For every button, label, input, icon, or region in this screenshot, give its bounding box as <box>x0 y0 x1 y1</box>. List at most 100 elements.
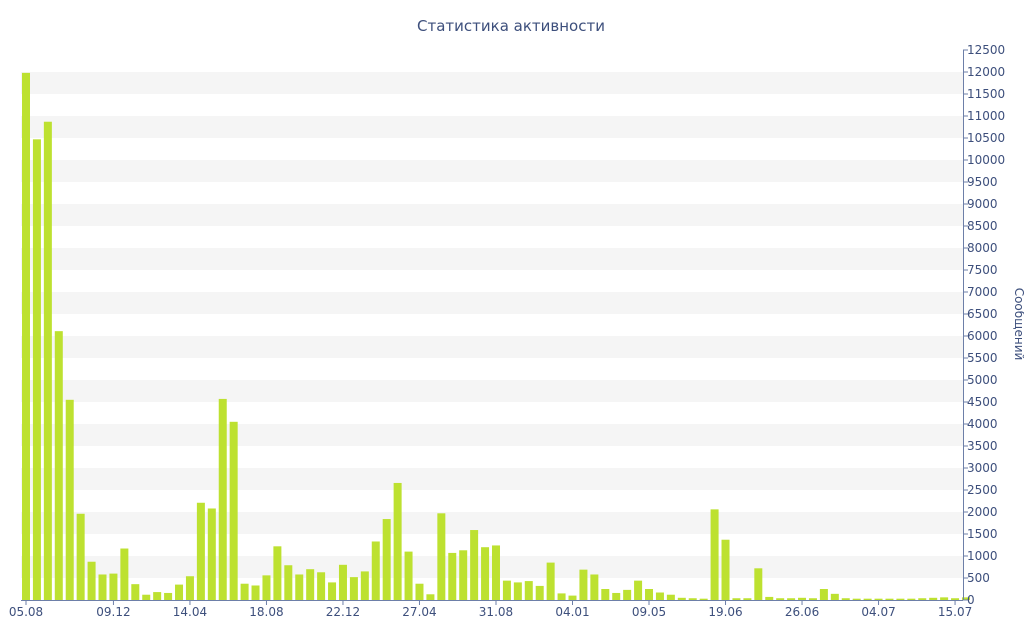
bar <box>655 592 664 600</box>
bar <box>918 598 927 600</box>
bar <box>699 598 708 600</box>
bar <box>175 584 184 600</box>
bar <box>251 585 260 600</box>
x-tick-label: 19.06 <box>708 605 742 619</box>
y-tick-label: 6500 <box>967 307 998 321</box>
grid-band <box>21 248 963 270</box>
bar <box>437 513 446 600</box>
bar <box>666 594 675 600</box>
y-tick-label: 3500 <box>967 439 998 453</box>
bar <box>951 598 960 600</box>
y-tick-label: 10500 <box>967 131 1005 145</box>
y-tick-label: 3000 <box>967 461 998 475</box>
bar <box>819 589 828 600</box>
bar <box>612 592 621 600</box>
bar <box>491 545 500 600</box>
bar <box>284 565 293 600</box>
grid-band <box>21 424 963 446</box>
grid-band <box>21 468 963 490</box>
bar <box>896 598 905 600</box>
y-tick-label: 7000 <box>967 285 998 299</box>
bar <box>54 331 63 600</box>
bar <box>382 519 391 600</box>
bar <box>787 598 796 600</box>
bar <box>874 598 883 600</box>
bar <box>929 597 938 600</box>
bar <box>22 72 30 600</box>
bar <box>623 589 632 600</box>
y-tick-label: 5500 <box>967 351 998 365</box>
bar <box>43 121 52 600</box>
x-tick-label: 05.08 <box>9 605 43 619</box>
bar <box>830 593 839 600</box>
bar <box>776 598 785 600</box>
y-tick-label: 6000 <box>967 329 998 343</box>
y-tick-label: 8500 <box>967 219 998 233</box>
axes <box>21 50 964 601</box>
y-tick-label: 2500 <box>967 483 998 497</box>
bar <box>885 598 894 600</box>
bar <box>940 597 949 600</box>
bar <box>798 597 807 600</box>
x-tick-label: 15.07 <box>938 605 972 619</box>
bar <box>218 398 227 600</box>
y-tick-label: 0 <box>967 593 975 607</box>
bar <box>645 589 654 600</box>
bar <box>120 548 129 600</box>
bar <box>371 541 380 600</box>
bar <box>76 513 85 600</box>
bar <box>579 569 588 600</box>
grid-band <box>21 72 963 94</box>
x-tick-label: 04.07 <box>861 605 895 619</box>
bar <box>328 582 337 600</box>
y-tick-label: 500 <box>967 571 990 585</box>
bar <box>338 564 347 600</box>
bar <box>295 574 304 600</box>
bar <box>404 551 413 600</box>
bar <box>677 597 686 600</box>
y-tick-label: 5000 <box>967 373 998 387</box>
grid-band <box>21 116 963 138</box>
bar <box>164 592 173 600</box>
y-tick-label: 7500 <box>967 263 998 277</box>
x-axis-ticks: 05.08 09.12 14.04 18.08 22.12 27.04 31.08 04.01… <box>9 600 972 619</box>
y-tick-label: 8000 <box>967 241 998 255</box>
bar <box>502 580 511 600</box>
bar <box>317 572 326 600</box>
bar <box>448 552 457 600</box>
bar <box>207 508 216 600</box>
bar <box>863 598 872 600</box>
y-tick-label: 4500 <box>967 395 998 409</box>
x-tick-label: 09.05 <box>632 605 666 619</box>
bar <box>32 139 41 600</box>
bar <box>98 574 107 600</box>
y-axis-label: Сообщений <box>1012 288 1024 361</box>
bar <box>87 561 96 600</box>
y-tick-label: 2000 <box>967 505 998 519</box>
grid-band <box>21 292 963 314</box>
y-tick-label: 12000 <box>967 65 1005 79</box>
bar <box>262 575 271 600</box>
x-tick-label: 18.08 <box>249 605 283 619</box>
bar <box>229 421 238 600</box>
y-tick-label: 11500 <box>967 87 1005 101</box>
y-tick-label: 1000 <box>967 549 998 563</box>
x-tick-label: 26.06 <box>785 605 819 619</box>
bar <box>481 547 490 600</box>
bar <box>524 581 533 600</box>
bar <box>634 580 643 600</box>
grid-band <box>21 204 963 226</box>
bar <box>841 598 850 600</box>
bar <box>601 589 610 600</box>
y-tick-label: 9000 <box>967 197 998 211</box>
bar <box>557 593 566 600</box>
bar <box>306 569 315 600</box>
y-tick-label: 10000 <box>967 153 1005 167</box>
bar <box>196 502 205 600</box>
bar <box>131 584 140 600</box>
x-tick-label: 14.04 <box>173 605 207 619</box>
x-tick-label: 27.04 <box>402 605 436 619</box>
bar <box>240 583 249 600</box>
x-tick-label: 04.01 <box>555 605 589 619</box>
bar <box>360 571 369 600</box>
